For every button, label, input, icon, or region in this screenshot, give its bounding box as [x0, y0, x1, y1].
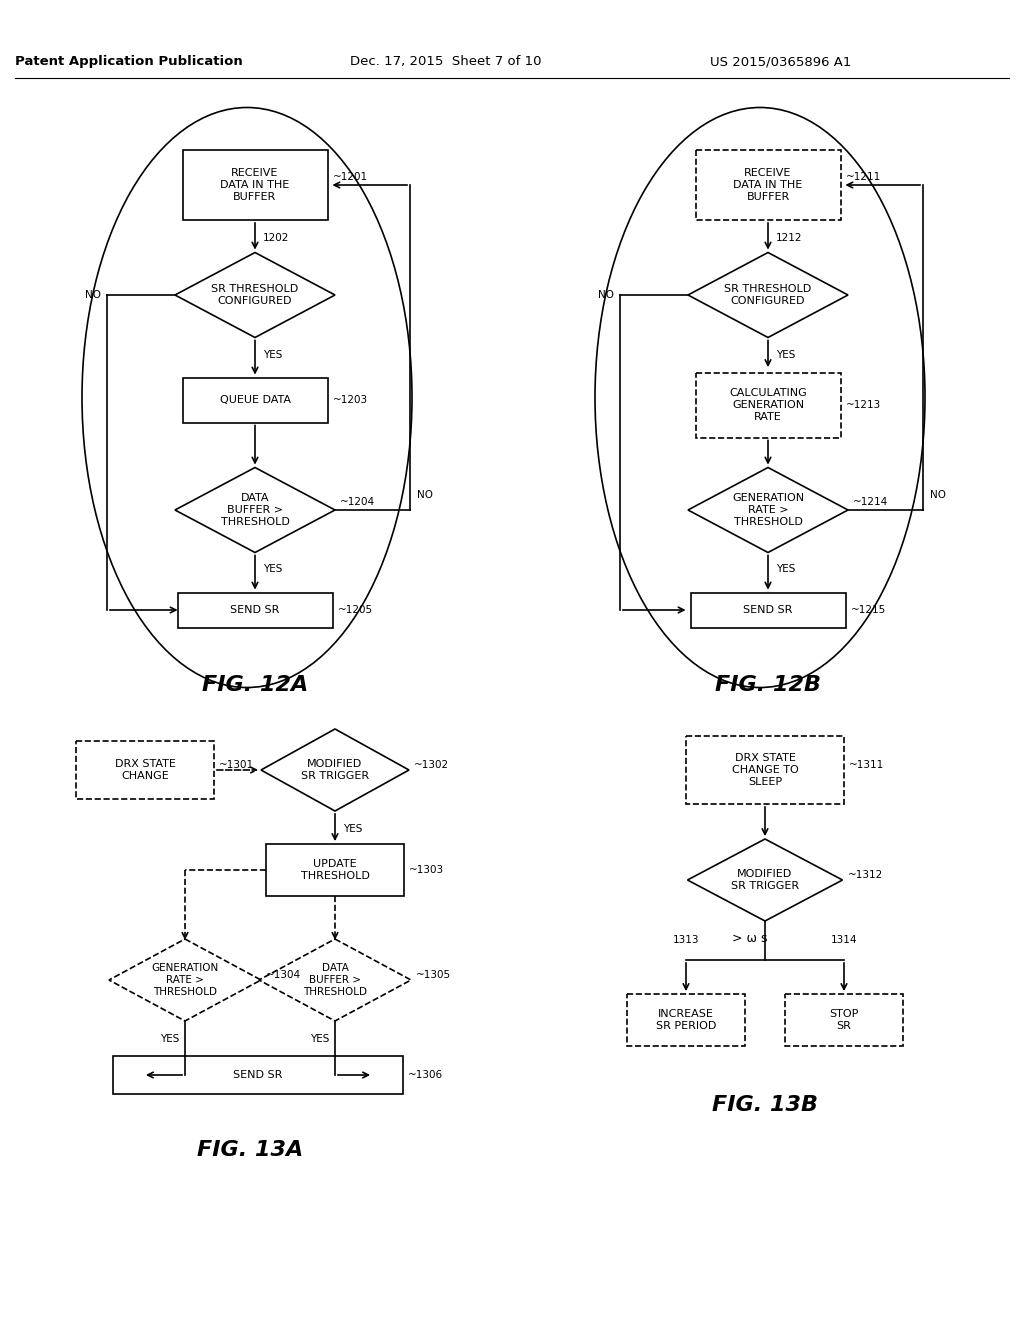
FancyBboxPatch shape — [627, 994, 745, 1045]
FancyBboxPatch shape — [695, 150, 841, 220]
Text: ~1302: ~1302 — [414, 760, 450, 770]
FancyBboxPatch shape — [177, 593, 333, 627]
Text: FIG. 12B: FIG. 12B — [715, 675, 821, 696]
Text: ~1214: ~1214 — [853, 498, 888, 507]
FancyBboxPatch shape — [785, 994, 903, 1045]
Text: 1202: 1202 — [263, 234, 290, 243]
FancyBboxPatch shape — [113, 1056, 403, 1094]
Polygon shape — [688, 467, 848, 553]
Text: YES: YES — [776, 351, 796, 360]
Text: YES: YES — [776, 564, 796, 573]
Text: QUEUE DATA: QUEUE DATA — [219, 395, 291, 405]
Text: ~1213: ~1213 — [846, 400, 881, 411]
Text: YES: YES — [263, 564, 283, 573]
Text: ~1205: ~1205 — [338, 605, 373, 615]
Text: DRX STATE
CHANGE: DRX STATE CHANGE — [115, 759, 175, 781]
Text: GENERATION
RATE >
THRESHOLD: GENERATION RATE > THRESHOLD — [732, 494, 804, 527]
Text: ~1201: ~1201 — [333, 172, 368, 182]
Text: ~1301: ~1301 — [219, 760, 254, 770]
FancyBboxPatch shape — [686, 737, 844, 804]
Text: SR THRESHOLD
CONFIGURED: SR THRESHOLD CONFIGURED — [724, 284, 812, 306]
Text: SEND SR: SEND SR — [743, 605, 793, 615]
Text: FIG. 13B: FIG. 13B — [712, 1096, 818, 1115]
Text: FIG. 13A: FIG. 13A — [197, 1140, 303, 1160]
Text: ~1204: ~1204 — [340, 498, 375, 507]
Polygon shape — [175, 252, 335, 338]
FancyBboxPatch shape — [266, 843, 404, 896]
Polygon shape — [259, 939, 411, 1020]
Text: STOP
SR: STOP SR — [829, 1010, 859, 1031]
Text: CALCULATING
GENERATION
RATE: CALCULATING GENERATION RATE — [729, 388, 807, 421]
Text: ~1311: ~1311 — [849, 760, 885, 770]
Text: YES: YES — [343, 824, 362, 834]
Text: NO: NO — [85, 290, 101, 300]
Text: ~1312: ~1312 — [848, 870, 883, 880]
Text: NO: NO — [417, 490, 433, 500]
Polygon shape — [175, 467, 335, 553]
FancyBboxPatch shape — [695, 372, 841, 437]
Text: > ω s: > ω s — [732, 932, 768, 945]
Text: YES: YES — [263, 351, 283, 360]
Text: SR THRESHOLD
CONFIGURED: SR THRESHOLD CONFIGURED — [211, 284, 299, 306]
Text: SEND SR: SEND SR — [230, 605, 280, 615]
Text: NO: NO — [598, 290, 614, 300]
Text: ~1203: ~1203 — [333, 395, 368, 405]
Text: FIG. 12A: FIG. 12A — [202, 675, 308, 696]
Text: YES: YES — [310, 1034, 330, 1044]
Text: YES: YES — [161, 1034, 179, 1044]
Text: US 2015/0365896 A1: US 2015/0365896 A1 — [710, 55, 851, 69]
FancyBboxPatch shape — [182, 378, 328, 422]
Text: RECEIVE
DATA IN THE
BUFFER: RECEIVE DATA IN THE BUFFER — [220, 169, 290, 202]
Text: DRX STATE
CHANGE TO
SLEEP: DRX STATE CHANGE TO SLEEP — [731, 754, 799, 787]
FancyBboxPatch shape — [76, 741, 214, 799]
Text: ~1211: ~1211 — [846, 172, 881, 182]
Text: ~1304: ~1304 — [266, 970, 301, 979]
Text: NO: NO — [930, 490, 946, 500]
Polygon shape — [688, 252, 848, 338]
Text: GENERATION
RATE >
THRESHOLD: GENERATION RATE > THRESHOLD — [152, 964, 219, 997]
Text: ~1305: ~1305 — [416, 970, 452, 979]
Text: ~1303: ~1303 — [409, 865, 444, 875]
Text: Dec. 17, 2015  Sheet 7 of 10: Dec. 17, 2015 Sheet 7 of 10 — [350, 55, 542, 69]
Text: 1313: 1313 — [673, 935, 699, 945]
Text: DATA
BUFFER >
THRESHOLD: DATA BUFFER > THRESHOLD — [220, 494, 290, 527]
Text: RECEIVE
DATA IN THE
BUFFER: RECEIVE DATA IN THE BUFFER — [733, 169, 803, 202]
Polygon shape — [687, 840, 843, 921]
Polygon shape — [109, 939, 261, 1020]
FancyBboxPatch shape — [182, 150, 328, 220]
Text: DATA
BUFFER >
THRESHOLD: DATA BUFFER > THRESHOLD — [303, 964, 367, 997]
FancyBboxPatch shape — [690, 593, 846, 627]
Text: ~1306: ~1306 — [408, 1071, 443, 1080]
Text: UPDATE
THRESHOLD: UPDATE THRESHOLD — [301, 859, 370, 880]
Polygon shape — [261, 729, 409, 810]
Text: ~1215: ~1215 — [851, 605, 886, 615]
Text: 1212: 1212 — [776, 234, 803, 243]
Text: SEND SR: SEND SR — [233, 1071, 283, 1080]
Text: INCREASE
SR PERIOD: INCREASE SR PERIOD — [655, 1010, 716, 1031]
Text: 1314: 1314 — [830, 935, 857, 945]
Text: MODIFIED
SR TRIGGER: MODIFIED SR TRIGGER — [301, 759, 369, 781]
Text: MODIFIED
SR TRIGGER: MODIFIED SR TRIGGER — [731, 869, 799, 891]
Text: Patent Application Publication: Patent Application Publication — [15, 55, 243, 69]
